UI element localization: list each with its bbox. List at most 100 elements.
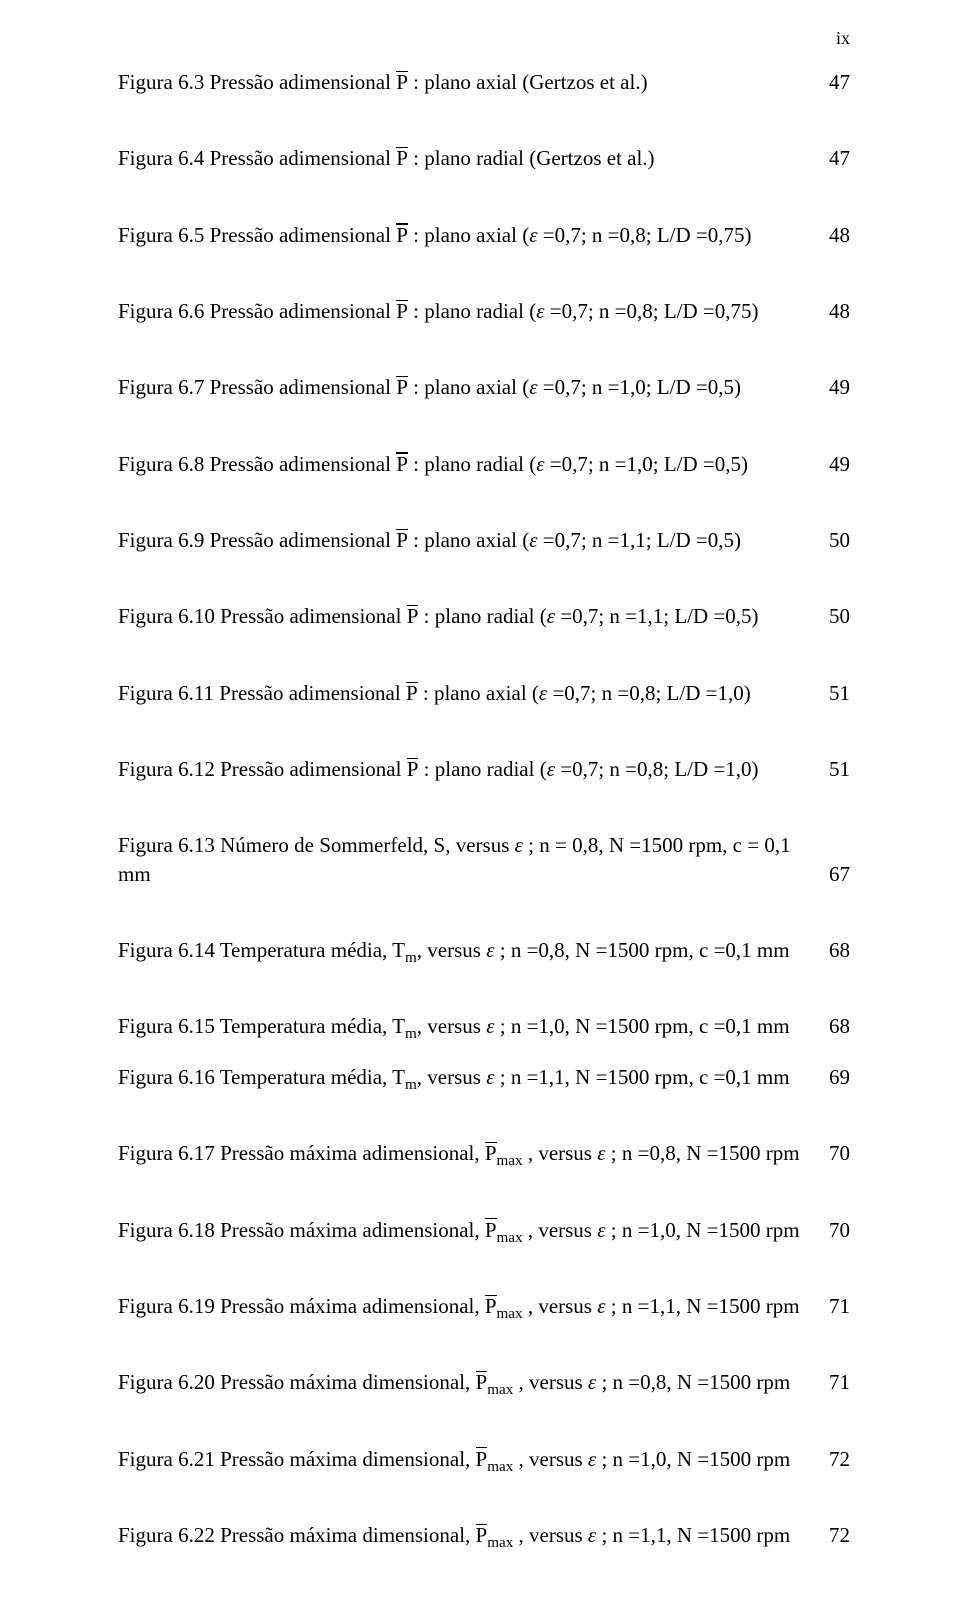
figure-entry: Figura 6.8 Pressão adimensional P : plan… [118,450,850,478]
subscript-max: max [497,1306,523,1322]
page-ref: 68 [809,1012,850,1040]
page-ref: 67 [809,860,850,888]
page-ref: 71 [809,1368,850,1396]
figure-label: Figura 6.9 Pressão adimensional P : plan… [118,526,741,554]
figure-list: Figura 6.3 Pressão adimensional P : plan… [0,0,960,1549]
p-bar-symbol: P [396,301,408,322]
page-ref: 49 [809,450,850,478]
epsilon-symbol: ε [539,681,547,705]
subscript-max: max [487,1459,513,1475]
epsilon-symbol: ε [547,757,555,781]
figure-label: Figura 6.11 Pressão adimensional P : pla… [118,679,751,707]
p-bar-symbol: P [396,148,408,169]
subscript: m [405,1077,417,1093]
figure-label: Figura 6.6 Pressão adimensional P : plan… [118,297,759,325]
page-ref: 51 [809,755,850,783]
figure-label: Figura 6.3 Pressão adimensional P : plan… [118,68,648,96]
p-bar-symbol: P [396,225,408,246]
figure-entry: Figura 6.15 Temperatura média, Tm, versu… [118,1012,850,1040]
epsilon-symbol: ε [486,1065,494,1089]
figure-entry: Figura 6.9 Pressão adimensional P : plan… [118,526,850,554]
figure-entry: Figura 6.10 Pressão adimensional P : pla… [118,602,850,630]
epsilon-symbol: ε [588,1523,596,1547]
p-bar-symbol: P [396,454,408,475]
figure-label: Figura 6.13 Número de Sommerfeld, S, ver… [118,831,809,888]
figure-label: Figura 6.21 Pressão máxima dimensional, … [118,1445,790,1473]
epsilon-symbol: ε [529,375,537,399]
p-bar-symbol: P [485,1143,497,1164]
subscript-max: max [497,1230,523,1246]
epsilon-symbol: ε [529,528,537,552]
epsilon-symbol: ε [597,1294,605,1318]
page-ref: 50 [809,526,850,554]
figure-label: Figura 6.17 Pressão máxima adimensional,… [118,1139,800,1167]
p-bar-symbol: P [476,1525,488,1546]
figure-label: Figura 6.10 Pressão adimensional P : pla… [118,602,759,630]
epsilon-symbol: ε [486,1014,494,1038]
p-bar-symbol: P [485,1220,497,1241]
figure-label: Figura 6.8 Pressão adimensional P : plan… [118,450,748,478]
figure-entry: Figura 6.17 Pressão máxima adimensional,… [118,1139,850,1167]
figure-entry: Figura 6.6 Pressão adimensional P : plan… [118,297,850,325]
figure-entry: Figura 6.7 Pressão adimensional P : plan… [118,373,850,401]
figure-label: Figura 6.19 Pressão máxima adimensional,… [118,1292,800,1320]
p-bar-symbol: P [485,1296,497,1317]
page-number: ix [836,28,850,49]
page-ref: 51 [809,679,850,707]
subscript: m [405,1027,417,1043]
figure-entry: Figura 6.5 Pressão adimensional P : plan… [118,221,850,249]
page-ref: 47 [809,144,850,172]
p-bar-symbol: P [396,530,408,551]
figure-label: Figura 6.20 Pressão máxima dimensional, … [118,1368,790,1396]
figure-label: Figura 6.5 Pressão adimensional P : plan… [118,221,752,249]
p-bar-symbol: P [407,606,419,627]
figure-entry: Figura 6.20 Pressão máxima dimensional, … [118,1368,850,1396]
figure-label: Figura 6.22 Pressão máxima dimensional, … [118,1521,790,1549]
figure-label: Figura 6.12 Pressão adimensional P : pla… [118,755,759,783]
page-ref: 50 [809,602,850,630]
epsilon-symbol: ε [529,223,537,247]
figure-entry: Figura 6.16 Temperatura média, Tm, versu… [118,1063,850,1091]
subscript-max: max [497,1153,523,1169]
figure-label: Figura 6.18 Pressão máxima adimensional,… [118,1216,800,1244]
page-ref: 48 [809,297,850,325]
p-bar-symbol: P [476,1449,488,1470]
figure-entry: Figura 6.19 Pressão máxima adimensional,… [118,1292,850,1320]
figure-entry: Figura 6.12 Pressão adimensional P : pla… [118,755,850,783]
epsilon-symbol: ε [536,452,544,476]
page-ref: 69 [809,1063,850,1091]
figure-entry: Figura 6.4 Pressão adimensional P : plan… [118,144,850,172]
page-ref: 47 [809,68,850,96]
page-ref: 72 [809,1445,850,1473]
page-ref: 71 [809,1292,850,1320]
figure-label: Figura 6.7 Pressão adimensional P : plan… [118,373,741,401]
subscript-max: max [487,1382,513,1398]
figure-label: Figura 6.16 Temperatura média, Tm, versu… [118,1063,790,1091]
figure-entry: Figura 6.21 Pressão máxima dimensional, … [118,1445,850,1473]
figure-entry: Figura 6.22 Pressão máxima dimensional, … [118,1521,850,1549]
page-ref: 48 [809,221,850,249]
epsilon-symbol: ε [547,604,555,628]
p-bar-symbol: P [476,1372,488,1393]
figure-entry: Figura 6.3 Pressão adimensional P : plan… [118,68,850,96]
figure-entry: Figura 6.13 Número de Sommerfeld, S, ver… [118,831,850,888]
epsilon-symbol: ε [486,938,494,962]
epsilon-symbol: ε [588,1447,596,1471]
figure-entry: Figura 6.11 Pressão adimensional P : pla… [118,679,850,707]
epsilon-symbol: ε [597,1141,605,1165]
page-ref: 49 [809,373,850,401]
p-bar-symbol: P [396,377,408,398]
figure-entry: Figura 6.14 Temperatura média, Tm, versu… [118,936,850,964]
epsilon-symbol: ε [597,1218,605,1242]
p-bar-symbol: P [396,72,408,93]
subscript: m [405,950,417,966]
epsilon-symbol: ε [588,1370,596,1394]
figure-label: Figura 6.14 Temperatura média, Tm, versu… [118,936,790,964]
figure-label: Figura 6.15 Temperatura média, Tm, versu… [118,1012,790,1040]
p-bar-symbol: P [407,759,419,780]
epsilon-symbol: ε [536,299,544,323]
figure-label: Figura 6.4 Pressão adimensional P : plan… [118,144,655,172]
subscript-max: max [487,1535,513,1551]
figure-entry: Figura 6.18 Pressão máxima adimensional,… [118,1216,850,1244]
epsilon-symbol: ε [515,833,523,857]
